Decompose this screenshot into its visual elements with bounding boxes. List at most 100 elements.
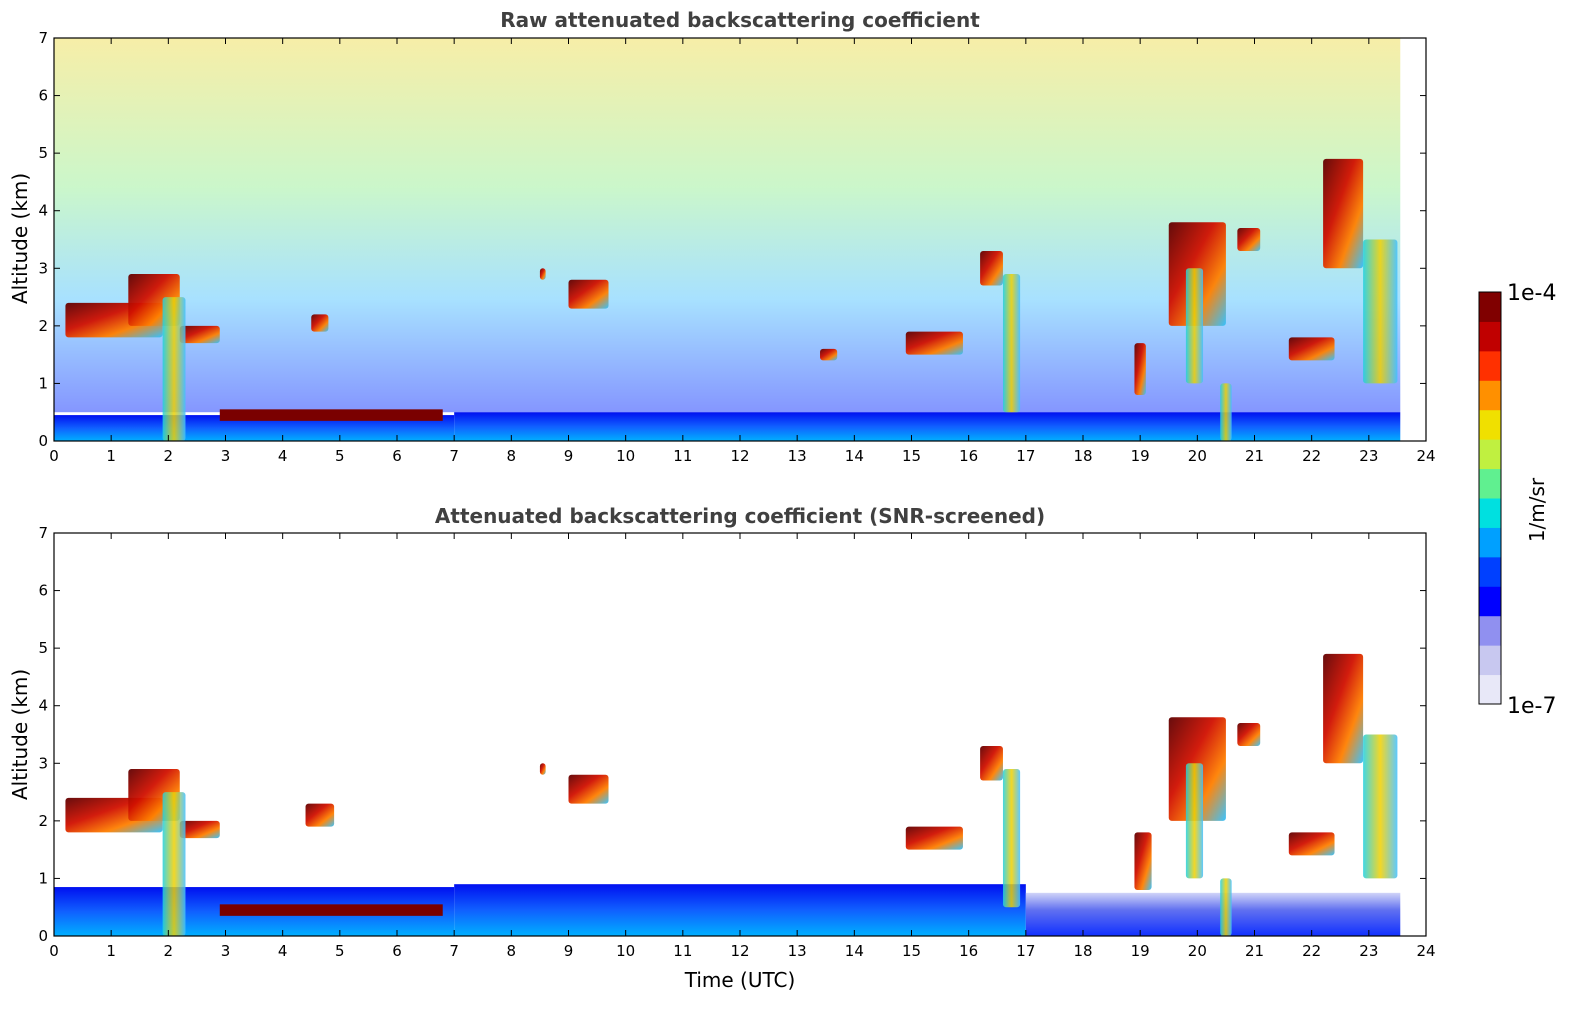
y-tick-label: 1 [38, 374, 48, 392]
colorbar-segment [1479, 645, 1501, 676]
bottom-x-axis-label: Time (UTC) [684, 968, 796, 992]
x-tick-label: 12 [730, 942, 749, 960]
feature-cloud-10 [568, 279, 609, 309]
colorbar-frame [1478, 291, 1502, 705]
x-tick-label: 21 [1245, 447, 1264, 465]
feature-precip-6 [162, 297, 186, 441]
x-tick-label: 6 [392, 942, 402, 960]
feature-cloud-14 [1134, 832, 1152, 890]
colorbar-segment [1479, 350, 1501, 381]
feature-boundary_layer-1 [454, 884, 1026, 936]
feature-cloud-15 [1134, 343, 1146, 395]
x-tick-label: 15 [902, 942, 921, 960]
colorbar-segment [1479, 292, 1501, 322]
y-tick-label: 3 [38, 259, 48, 277]
feature-precip-14 [1002, 274, 1021, 413]
y-tick-label: 2 [38, 317, 48, 335]
colorbar-segment [1479, 674, 1501, 705]
feature-cloud-21 [1323, 158, 1364, 269]
feature-boundary_layer-2 [454, 412, 1401, 441]
feature-layer-7 [219, 409, 443, 421]
x-tick-label: 7 [449, 942, 459, 960]
x-tick-label: 5 [335, 447, 345, 465]
colorbar-segment [1479, 380, 1501, 411]
x-tick-label: 18 [1073, 447, 1092, 465]
x-tick-label: 0 [49, 447, 59, 465]
x-tick-label: 10 [616, 942, 635, 960]
x-tick-label: 6 [392, 447, 402, 465]
feature-boundary_layer_faint-2 [1025, 892, 1401, 936]
colorbar-segment [1479, 498, 1501, 528]
x-tick-label: 18 [1073, 942, 1092, 960]
bottom-heatmap-panel: 0 1 2 3 4 5 6 7 8 9 10 11 12 13 14 15 16 17 18 19 20 21 22 23 24… [38, 524, 1435, 960]
x-tick-label: 22 [1302, 942, 1321, 960]
colorbar-min-label: 1e-7 [1507, 694, 1557, 719]
x-tick-label: 4 [278, 447, 288, 465]
x-tick-label: 11 [673, 942, 692, 960]
top-panel-title: Raw attenuated backscattering coefficien… [500, 8, 980, 32]
feature-precip-16 [1185, 763, 1204, 879]
x-tick-label: 14 [845, 447, 864, 465]
bottom-panel-title: Attenuated backscattering coefficient (S… [434, 504, 1046, 528]
feature-cloud-12 [905, 331, 963, 355]
x-tick-label: 10 [616, 447, 635, 465]
feature-cloud-12 [980, 746, 1003, 781]
feature-cloud-9 [539, 763, 546, 775]
feature-precip-17 [1185, 268, 1204, 384]
feature-cloud-10 [568, 774, 609, 804]
x-tick-label: 23 [1359, 447, 1378, 465]
x-tick-label: 15 [902, 447, 921, 465]
feature-cloud-13 [980, 251, 1003, 286]
feature-precip-22 [1363, 239, 1398, 384]
feature-cloud-20 [1288, 337, 1335, 361]
x-tick-label: 7 [449, 447, 459, 465]
feature-precip-18 [1220, 878, 1232, 936]
colorbar-unit-label: 1/m/sr [1525, 477, 1549, 543]
feature-precip-19 [1220, 383, 1232, 441]
x-tick-label: 19 [1131, 942, 1150, 960]
feature-cloud-18 [1237, 227, 1261, 252]
feature-layer-3 [219, 904, 443, 916]
colorbar-segment [1479, 586, 1501, 617]
x-tick-label: 4 [278, 942, 288, 960]
feature-cloud-8 [305, 803, 335, 827]
y-tick-label: 5 [38, 144, 48, 162]
x-tick-label: 20 [1188, 447, 1207, 465]
feature-cloud-20 [1323, 653, 1364, 764]
feature-precip-13 [1002, 769, 1021, 908]
y-tick-label: 4 [38, 202, 48, 220]
colorbar-segment [1479, 439, 1501, 470]
x-tick-label: 9 [564, 447, 574, 465]
feature-cloud-17 [1237, 722, 1261, 747]
feature-cloud-11 [905, 826, 963, 850]
feature-cloud-6 [179, 820, 220, 839]
y-tick-label: 6 [38, 582, 48, 600]
y-tick-label: 7 [38, 524, 48, 542]
x-tick-label: 23 [1359, 942, 1378, 960]
x-tick-label: 13 [788, 942, 807, 960]
x-tick-label: 16 [959, 447, 978, 465]
colorbar-segment [1479, 321, 1501, 352]
x-tick-label: 16 [959, 942, 978, 960]
y-tick-label: 3 [38, 754, 48, 772]
x-tick-label: 2 [164, 447, 174, 465]
colorbar-segment [1479, 527, 1501, 558]
y-tick-label: 0 [38, 432, 48, 450]
top-heatmap-panel: 0 1 2 3 4 5 6 7 8 9 10 11 12 13 14 15 16 17 18 19 20 21 22 23 24… [38, 29, 1435, 465]
x-tick-label: 11 [673, 447, 692, 465]
x-tick-label: 24 [1416, 447, 1435, 465]
x-tick-label: 1 [106, 942, 116, 960]
colorbar-segment [1479, 409, 1501, 440]
feature-precip-7 [162, 792, 186, 936]
x-tick-label: 17 [1016, 942, 1035, 960]
x-tick-label: 3 [221, 447, 231, 465]
colorbar-segment [1479, 556, 1501, 587]
x-tick-label: 8 [507, 942, 517, 960]
x-tick-label: 24 [1416, 942, 1435, 960]
feature-cloud-11 [820, 348, 838, 361]
x-tick-label: 22 [1302, 447, 1321, 465]
x-tick-label: 5 [335, 942, 345, 960]
feature-cloud-5 [179, 325, 220, 344]
y-tick-label: 5 [38, 639, 48, 657]
y-tick-label: 1 [38, 869, 48, 887]
